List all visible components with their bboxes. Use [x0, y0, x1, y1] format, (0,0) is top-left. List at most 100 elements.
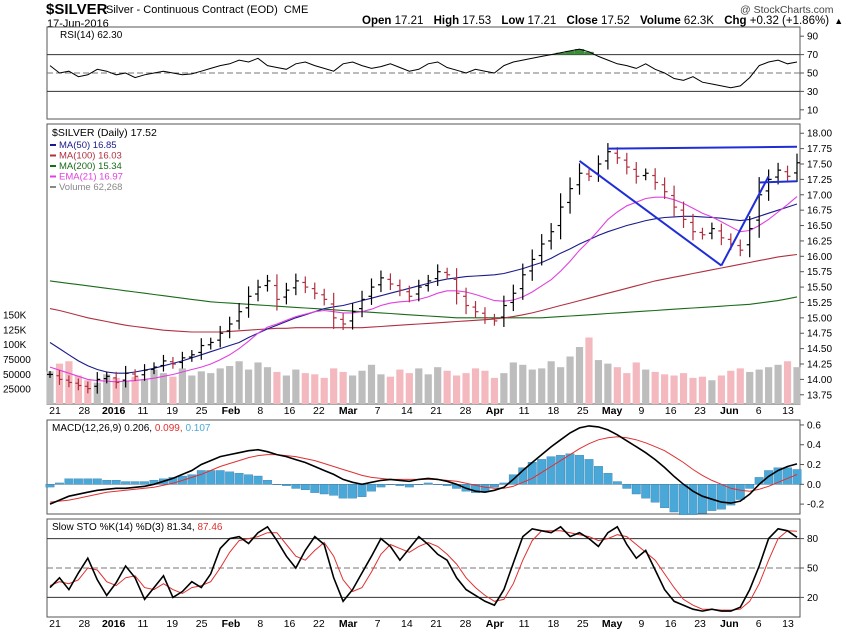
exchange-text: CME: [283, 4, 309, 16]
legend-entry: Volume 62,268: [59, 182, 122, 193]
x-axis-label: 8: [257, 405, 263, 417]
price-axis-tick-label: 14.50: [807, 344, 832, 355]
volume-bar: [453, 375, 461, 404]
macd-histogram-bar: [300, 484, 310, 491]
legend-entry: MA(50) 16.85: [59, 140, 117, 151]
volume-bar: [793, 367, 801, 404]
macd-line: [49, 425, 798, 505]
volume-bar: [169, 376, 177, 404]
x-axis-label: 9: [638, 405, 644, 417]
macd-histogram-bar: [650, 484, 660, 503]
volume-bar: [594, 360, 603, 404]
price-axis-tick-label: 17.25: [807, 175, 832, 186]
x-axis-label: Apr: [486, 405, 504, 417]
high-value: 17.53: [462, 15, 492, 27]
x-axis-label: 21: [430, 405, 442, 417]
volume-axis-tick-label: 150K: [3, 310, 27, 321]
volume-bar: [46, 371, 54, 404]
x-axis-label-bottom: 28: [78, 618, 90, 630]
rsi-overbought-fill: [555, 52, 566, 55]
volume-bar: [736, 368, 744, 404]
macd-histogram-bar: [111, 480, 121, 485]
macd-histogram-bar: [367, 484, 376, 492]
rsi-line: [49, 48, 798, 89]
x-axis-label-bottom: 18: [548, 618, 560, 630]
volume-bar: [566, 356, 574, 404]
price-axis-tick-label: 16.50: [807, 221, 832, 232]
x-axis-label: 18: [548, 405, 560, 417]
macd-histogram-bar: [272, 484, 282, 485]
x-axis-label-bottom: 21: [430, 618, 442, 630]
x-axis-label-bottom: 11: [138, 618, 149, 630]
x-axis-label-bottom: 16: [665, 618, 677, 630]
macd-histogram-bar: [73, 478, 83, 485]
volume-bar: [471, 368, 480, 404]
macd-histogram-bar: [329, 484, 339, 496]
macd-histogram-bar: [338, 484, 348, 499]
volume-bar: [235, 361, 243, 404]
price-axis-tick-label: 18.00: [807, 129, 832, 140]
volume-axis-tick-label: 75000: [3, 355, 31, 366]
macd-histogram-bar: [745, 484, 755, 489]
open-value: 17.21: [394, 15, 424, 27]
price-axis-tick-label: 15.50: [807, 283, 832, 294]
macd-histogram-bar: [187, 474, 197, 485]
volume-bar: [311, 374, 319, 404]
chg-label: Chg: [724, 15, 747, 27]
volume-bar: [159, 373, 168, 404]
macd-histogram-bar: [575, 455, 584, 485]
macd-histogram-bar: [660, 484, 670, 509]
price-axis-tick-label: 14.00: [807, 375, 832, 386]
volume-bar: [500, 373, 508, 404]
x-axis-label: 21: [49, 405, 61, 417]
volume-bar: [708, 380, 716, 404]
x-axis-label-bottom: 25: [577, 618, 589, 630]
macd-histogram-bar: [395, 484, 405, 486]
x-axis-label-bottom: 14: [401, 618, 413, 630]
sto-axis-tick-label: 20: [807, 593, 819, 604]
sto-k-value: 81.34,: [167, 522, 198, 533]
volume-bar: [651, 371, 659, 404]
x-axis-label-bottom: 6: [756, 618, 762, 630]
macd-histogram-bar: [376, 484, 386, 488]
rsi-axis-tick-label: 50: [807, 69, 819, 80]
volume-bar: [207, 373, 215, 404]
x-axis-label: 25: [196, 405, 208, 417]
x-axis-label: 13: [782, 405, 794, 417]
x-axis-label-bottom: 19: [166, 618, 178, 630]
x-axis-label: Mar: [339, 405, 358, 417]
macd-histogram-bar: [792, 469, 802, 485]
x-axis-label-bottom: 25: [196, 618, 208, 630]
volume-bar: [216, 368, 224, 404]
x-axis-label-bottom: 2016: [102, 618, 126, 630]
macd-histogram-bar: [83, 478, 93, 485]
volume-bar: [519, 364, 527, 404]
macd-histogram-bar: [348, 484, 357, 499]
ma50-line: [49, 203, 798, 374]
rsi-axis-tick-label: 90: [807, 32, 819, 43]
macd-histogram-bar: [234, 473, 244, 485]
macd-histogram-bar: [45, 484, 55, 488]
sto-d-value: 87.46: [197, 522, 222, 533]
macd-histogram-bar: [546, 456, 556, 485]
volume-bar: [197, 371, 205, 404]
x-axis-label: 11: [519, 405, 530, 417]
macd-histogram-bar: [631, 484, 641, 495]
macd-histogram-bar: [414, 484, 424, 485]
price-axis-tick-label: 15.25: [807, 298, 832, 309]
macd-histogram-bar: [121, 481, 131, 485]
volume-bar: [415, 368, 423, 404]
price-axis-tick-label: 17.00: [807, 190, 832, 201]
volume-bar: [244, 369, 253, 404]
ma100-line: [49, 253, 798, 333]
legend-entry: EMA(21) 16.97: [59, 172, 123, 183]
open-label: Open: [362, 15, 392, 27]
volume-bar: [774, 364, 782, 404]
x-axis-label: 16: [665, 405, 677, 417]
close-label: Close: [566, 15, 598, 27]
volume-bar: [103, 374, 111, 404]
chg-value: +0.32 (+1.86%): [749, 15, 830, 27]
x-axis-label-bottom: Feb: [222, 618, 241, 630]
x-axis-label: 23: [694, 405, 706, 417]
slow-d-line: [49, 530, 798, 611]
